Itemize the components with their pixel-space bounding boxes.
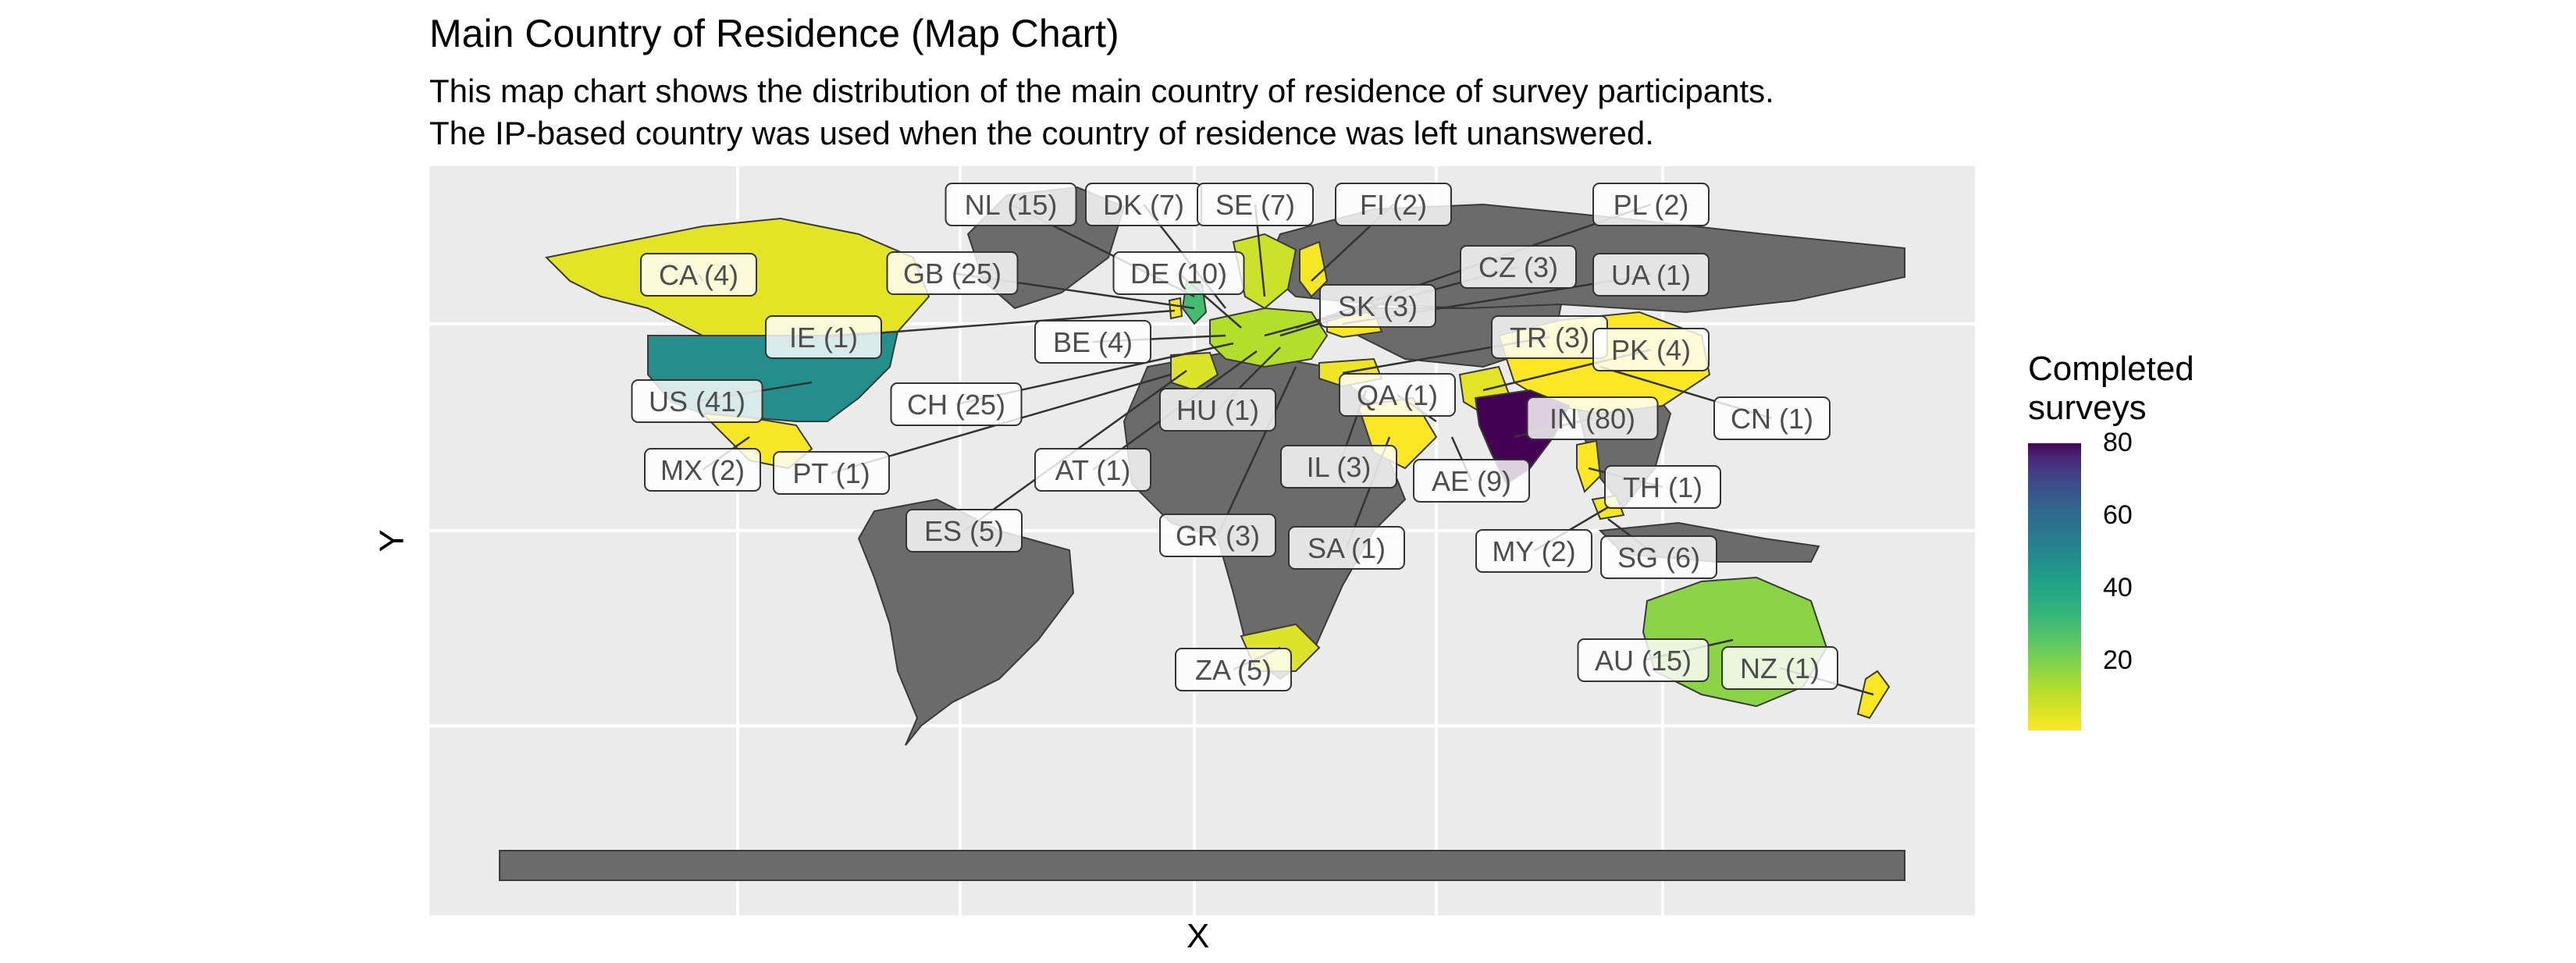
legend-tick-label-60: 60 bbox=[2103, 500, 2133, 531]
legend-tick-label-20: 20 bbox=[2103, 645, 2133, 676]
label-nz: NZ (1) bbox=[1740, 652, 1820, 684]
label-box-ie bbox=[765, 315, 882, 359]
label-pt: PT (1) bbox=[792, 457, 870, 489]
label-cz: CZ (3) bbox=[1478, 251, 1558, 283]
thailand-shape bbox=[1576, 439, 1602, 493]
label-hu: HU (1) bbox=[1176, 394, 1259, 426]
label-box-mx bbox=[644, 448, 761, 492]
label-fi: FI (2) bbox=[1360, 189, 1427, 221]
label-box-in bbox=[1526, 396, 1659, 440]
label-gb: GB (25) bbox=[903, 258, 1002, 290]
label-ua: UA (1) bbox=[1611, 259, 1691, 291]
antarctica-shape bbox=[499, 850, 1905, 881]
label-box-au bbox=[1577, 638, 1710, 682]
label-box-ua bbox=[1592, 253, 1710, 297]
label-pl: PL (2) bbox=[1614, 189, 1689, 221]
label-sg: SG (6) bbox=[1617, 542, 1700, 574]
label-box-sg bbox=[1600, 535, 1717, 579]
label-us: US (41) bbox=[649, 386, 745, 418]
leader-gr bbox=[1216, 366, 1297, 536]
label-box-gb bbox=[886, 251, 1019, 295]
label-sk: SK (3) bbox=[1338, 290, 1418, 322]
label-cn: CN (1) bbox=[1731, 403, 1813, 435]
label-be: BE (4) bbox=[1053, 326, 1133, 358]
label-box-my bbox=[1475, 529, 1592, 573]
label-pk: PK (4) bbox=[1611, 334, 1691, 366]
legend-title: Completed surveys bbox=[2028, 350, 2194, 428]
label-box-fi bbox=[1335, 183, 1452, 226]
label-za: ZA (5) bbox=[1195, 654, 1272, 686]
legend-tick-label-80: 80 bbox=[2103, 428, 2133, 457]
legend-tick-mark-60 bbox=[2081, 515, 2092, 517]
south-america-shape bbox=[857, 498, 1075, 746]
label-box-se bbox=[1197, 183, 1314, 226]
label-box-nz bbox=[1721, 646, 1838, 690]
label-box-hu bbox=[1159, 388, 1276, 432]
finland-shape bbox=[1299, 240, 1329, 298]
label-qa: QA (1) bbox=[1357, 379, 1438, 411]
legend-tick-mark-80 bbox=[2081, 442, 2092, 444]
label-ca: CA (4) bbox=[659, 259, 738, 291]
label-ae: AE (9) bbox=[1432, 465, 1511, 497]
label-box-sa bbox=[1288, 526, 1405, 570]
label-box-us bbox=[631, 379, 763, 423]
x-axis-title: X bbox=[1187, 917, 1210, 955]
label-box-ca bbox=[640, 253, 757, 297]
legend-title-line-1: Completed bbox=[2028, 350, 2194, 388]
label-ie: IE (1) bbox=[789, 322, 858, 354]
label-es: ES (5) bbox=[924, 515, 1004, 547]
legend-colorbar bbox=[2028, 443, 2081, 730]
y-axis-title: Y bbox=[372, 529, 411, 553]
label-se: SE (7) bbox=[1215, 189, 1295, 221]
legend-title-line-2: surveys bbox=[2028, 389, 2147, 427]
europe-shape bbox=[1209, 307, 1329, 368]
label-my: MY (2) bbox=[1492, 535, 1575, 567]
legend-tick-mark-40 bbox=[2081, 588, 2092, 590]
label-box-at bbox=[1034, 448, 1151, 492]
label-box-sk bbox=[1319, 284, 1436, 328]
label-box-nl bbox=[945, 183, 1077, 226]
chart-title: Main Country of Residence (Map Chart) bbox=[429, 12, 1119, 55]
label-box-pk bbox=[1592, 328, 1710, 371]
label-box-ch bbox=[890, 382, 1023, 426]
chart-subtitle: This map chart shows the distribution of… bbox=[429, 70, 1774, 155]
label-box-qa bbox=[1339, 373, 1456, 417]
label-gr: GR (3) bbox=[1176, 520, 1260, 552]
country-labels: NL (15) DK (7) SE (7) FI (2) PL (2) CA (4) GB … bbox=[631, 183, 1838, 691]
label-dk: DK (7) bbox=[1103, 189, 1184, 221]
spain-shape bbox=[1170, 351, 1219, 392]
scandinavia-shape bbox=[1232, 233, 1297, 310]
subtitle-line-1: This map chart shows the distribution of… bbox=[429, 73, 1774, 109]
label-box-gr bbox=[1159, 513, 1276, 557]
label-box-th bbox=[1604, 465, 1721, 509]
label-box-za bbox=[1175, 648, 1292, 691]
label-tr: TR (3) bbox=[1510, 322, 1589, 354]
label-au: AU (15) bbox=[1595, 645, 1692, 677]
label-box-de bbox=[1112, 251, 1245, 295]
label-box-be bbox=[1034, 320, 1151, 364]
label-in: IN (80) bbox=[1550, 403, 1635, 435]
label-box-cn bbox=[1713, 396, 1831, 440]
label-box-es bbox=[906, 509, 1023, 553]
subtitle-line-2: The IP-based country was used when the c… bbox=[429, 115, 1654, 151]
ireland-shape bbox=[1168, 297, 1183, 320]
label-th: TH (1) bbox=[1623, 471, 1703, 503]
label-nl: NL (15) bbox=[965, 189, 1058, 221]
label-mx: MX (2) bbox=[660, 454, 745, 486]
legend-tick-label-40: 40 bbox=[2103, 573, 2133, 603]
label-il: IL (3) bbox=[1307, 451, 1372, 483]
label-box-pl bbox=[1592, 183, 1710, 226]
label-sa: SA (1) bbox=[1308, 532, 1386, 564]
label-box-ae bbox=[1413, 459, 1530, 503]
label-box-pt bbox=[773, 451, 890, 495]
label-at: AT (1) bbox=[1055, 454, 1131, 486]
label-de: DE (10) bbox=[1130, 258, 1227, 290]
label-box-il bbox=[1280, 445, 1397, 489]
legend-tick-mark-20 bbox=[2081, 660, 2092, 663]
label-box-cz bbox=[1460, 245, 1577, 289]
label-ch: CH (25) bbox=[907, 389, 1005, 421]
